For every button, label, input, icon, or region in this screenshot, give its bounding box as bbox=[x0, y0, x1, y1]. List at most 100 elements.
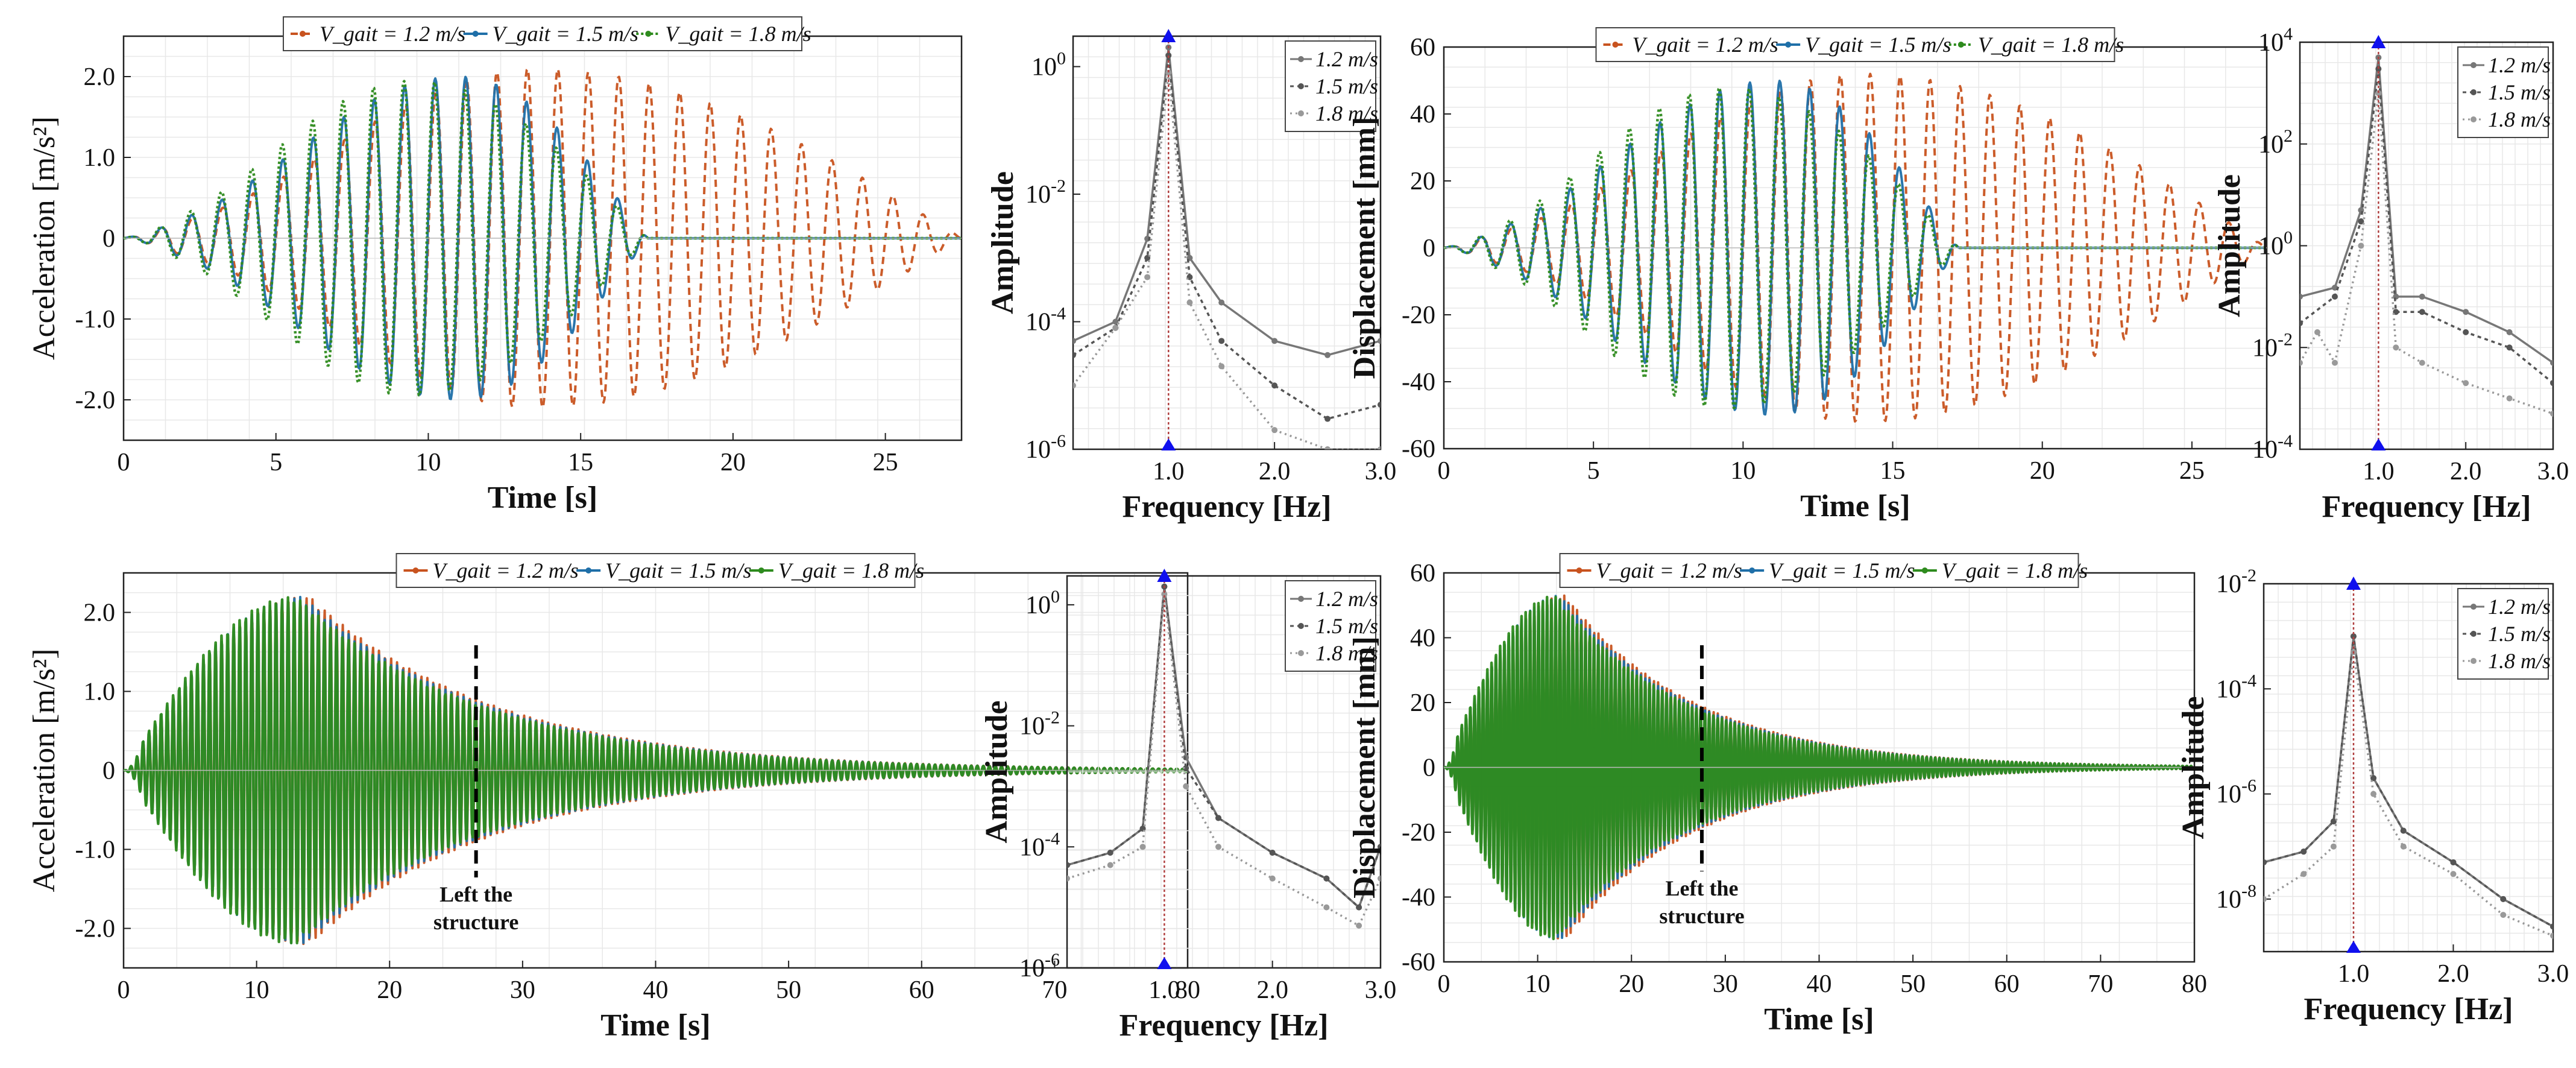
tick-exponent: -4 bbox=[1051, 303, 1066, 323]
series-point-v18 bbox=[1165, 69, 1172, 76]
series-group bbox=[2300, 54, 2553, 417]
series-point-v18 bbox=[1378, 875, 1381, 882]
legend-marker bbox=[2471, 62, 2477, 68]
y-tick-label: -40 bbox=[1402, 368, 1435, 396]
x-tick-label: 2.0 bbox=[2437, 960, 2469, 988]
series-point-v12 bbox=[1324, 352, 1331, 358]
legend: 1.2 m/s 1.5 m/s 1.8 m/s bbox=[2457, 588, 2551, 680]
y-tick-label: 10-6 bbox=[1019, 950, 1060, 982]
legend-box bbox=[1559, 553, 2079, 588]
legend-entry: 1.5 m/s bbox=[2488, 80, 2551, 104]
series-line-v12 bbox=[1444, 72, 2267, 423]
legend-entry: 1.8 m/s bbox=[1315, 101, 1378, 125]
y-tick-label: -60 bbox=[1402, 949, 1435, 976]
tick-exponent: 0 bbox=[2284, 228, 2293, 248]
series-point-v12 bbox=[1218, 299, 1225, 306]
y-tick-label: 60 bbox=[1410, 560, 1435, 587]
series-point-v15 bbox=[2506, 344, 2513, 351]
series-point-v18 bbox=[1356, 922, 1362, 929]
series-point-v15 bbox=[2463, 329, 2469, 335]
legend-entry: V_gait = 1.5 m/s bbox=[1769, 558, 1915, 583]
legend: V_gait = 1.2 m/s V_gait = 1.5 m/s V_gait =… bbox=[395, 553, 924, 588]
legend-entry: 1.5 m/s bbox=[2488, 622, 2551, 646]
series-point-v18 bbox=[2450, 871, 2457, 877]
series-point-v18 bbox=[1378, 446, 1381, 449]
legend: V_gait = 1.2 m/s V_gait = 1.5 m/s V_gait =… bbox=[283, 16, 811, 51]
x-tick-label: 10 bbox=[1730, 457, 1756, 485]
series-point-v15 bbox=[1165, 52, 1172, 58]
legend-box bbox=[1285, 580, 1376, 672]
x-tick-label: 1.0 bbox=[2338, 960, 2370, 988]
y-tick-label: 104 bbox=[2258, 24, 2293, 57]
y-tick-label: 10-4 bbox=[1019, 829, 1060, 861]
tick-base: 10 bbox=[2252, 334, 2278, 362]
legend-entry: 1.8 m/s bbox=[2488, 107, 2551, 131]
series-point-v15 bbox=[1073, 352, 1076, 358]
legend-entry: V_gait = 1.5 m/s bbox=[1805, 33, 1951, 57]
y-tick-label: 0 bbox=[1423, 235, 1435, 262]
series-point-v12 bbox=[2550, 359, 2553, 366]
tick-base: 10 bbox=[2252, 436, 2278, 464]
x-tick-label: 70 bbox=[1042, 976, 1067, 1004]
series-point-v15 bbox=[2375, 66, 2382, 72]
legend-marker bbox=[1785, 42, 1792, 48]
series-group bbox=[1444, 594, 2194, 941]
y-tick-label: 60 bbox=[1410, 34, 1435, 62]
axes-frame bbox=[1072, 35, 1382, 450]
x-tick-label: 40 bbox=[1807, 970, 1832, 998]
x-axis-label: Time [s] bbox=[1764, 1002, 1874, 1037]
peak-marker-top bbox=[2346, 577, 2361, 590]
series-point-v12 bbox=[2300, 293, 2303, 300]
x-axis-label: Frequency [Hz] bbox=[2304, 992, 2513, 1026]
legend-marker bbox=[1298, 110, 1304, 116]
x-tick-label: 2.0 bbox=[1256, 976, 1288, 1004]
series-point-v18 bbox=[2375, 90, 2382, 96]
series-point-v12 bbox=[2463, 309, 2469, 315]
x-tick-label: 2.0 bbox=[2450, 458, 2482, 485]
legend-entry: V_gait = 1.2 m/s bbox=[433, 558, 579, 583]
series-point-v15 bbox=[1378, 844, 1381, 850]
legend-marker bbox=[2471, 631, 2477, 637]
y-axis-label: Amplitude bbox=[2176, 697, 2211, 839]
x-tick-label: 0 bbox=[1438, 970, 1450, 998]
legend-marker bbox=[2471, 89, 2477, 95]
series-point-v12 bbox=[1112, 318, 1119, 325]
series-point-v15 bbox=[2330, 818, 2337, 825]
x-tick-label: 20 bbox=[377, 976, 402, 1004]
series-point-v18 bbox=[2400, 843, 2407, 850]
y-axis-label: Amplitude bbox=[2212, 174, 2247, 317]
x-tick-label: 0 bbox=[118, 976, 130, 1004]
series-point-v18 bbox=[1161, 591, 1168, 598]
y-tick-label: 10-6 bbox=[1025, 431, 1066, 464]
y-axis-label: Amplitude bbox=[980, 701, 1014, 844]
x-tick-label: 5 bbox=[269, 449, 282, 476]
x-axis-label: Time [s] bbox=[1800, 489, 1910, 523]
series-point-v18 bbox=[2370, 791, 2377, 797]
x-tick-label: 3.0 bbox=[1365, 976, 1397, 1004]
series-point-v18 bbox=[1183, 783, 1189, 789]
tick-exponent: -2 bbox=[1051, 176, 1066, 196]
legend-marker bbox=[645, 31, 652, 37]
tick-base: 10 bbox=[1019, 713, 1045, 741]
y-tick-label: -60 bbox=[1402, 435, 1435, 463]
peak-marker-top bbox=[1157, 569, 1172, 582]
y-tick-label: 40 bbox=[1410, 625, 1435, 652]
x-tick-label: 1.0 bbox=[1153, 458, 1185, 485]
annotation-text: Left the bbox=[1665, 876, 1738, 900]
y-tick-label: 10-2 bbox=[1025, 176, 1066, 209]
legend: 1.2 m/s 1.5 m/s 1.8 m/s bbox=[1285, 580, 1378, 672]
tick-base: 10 bbox=[2216, 781, 2241, 809]
tick-exponent: -4 bbox=[1045, 829, 1060, 848]
x-tick-label: 10 bbox=[415, 449, 441, 476]
x-tick-label: 5 bbox=[1587, 457, 1600, 485]
x-axis-label: Time [s] bbox=[600, 1008, 710, 1043]
series-point-v18 bbox=[2300, 359, 2303, 366]
series-group bbox=[1067, 583, 1381, 929]
tick-exponent: -4 bbox=[2278, 431, 2293, 451]
series-point-v15 bbox=[1218, 338, 1225, 344]
y-tick-label: -1.0 bbox=[75, 836, 116, 864]
legend-entry: V_gait = 1.8 m/s bbox=[665, 22, 811, 46]
tick-exponent: -6 bbox=[1051, 431, 1066, 451]
